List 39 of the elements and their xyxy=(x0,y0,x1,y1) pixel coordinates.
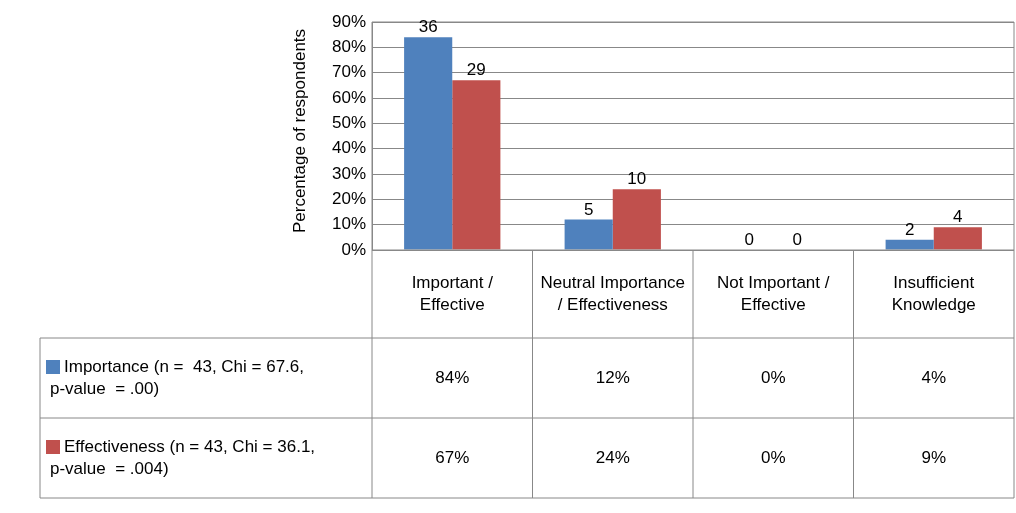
annotation: 29 xyxy=(466,60,486,80)
legend-label: Effectiveness (n = 43, Chi = 36.1, p-value = .004) xyxy=(50,436,316,478)
bar xyxy=(452,80,501,250)
y-tick-label: 70% xyxy=(331,62,366,82)
y-tick-label: 60% xyxy=(331,87,366,107)
y-tick-label: 90% xyxy=(331,11,366,31)
y-tick-label: 40% xyxy=(331,138,366,158)
x-tick-label: Not Important / Effective xyxy=(717,272,830,314)
y-tick-label: 20% xyxy=(331,189,366,209)
x-tick-label: Insufficient Knowledge xyxy=(891,272,976,314)
bar xyxy=(885,239,934,250)
y-tick-label: 10% xyxy=(331,214,366,234)
y-axis-title: Percentage of respondents xyxy=(289,28,309,234)
x-tick-label: Important / Effective xyxy=(411,272,494,314)
data-label: 4% xyxy=(921,367,947,387)
y-tick-label: 50% xyxy=(331,113,366,133)
data-label: 67% xyxy=(435,447,470,467)
annotation: 0 xyxy=(792,230,803,250)
annotation: 0 xyxy=(744,230,754,250)
y-tick-label: 80% xyxy=(331,37,366,57)
y-tick-label: 30% xyxy=(331,163,366,183)
data-label: 9% xyxy=(921,447,947,467)
bar xyxy=(933,227,982,250)
annotation: 2 xyxy=(904,220,915,240)
data-label: 0% xyxy=(760,447,786,467)
bar xyxy=(564,219,613,250)
x-tick-label: Neutral Importance / Effectiveness xyxy=(540,272,686,314)
bar xyxy=(404,37,453,250)
legend-label: Importance (n = 43, Chi = 67.6, p-value = .00) xyxy=(50,356,305,398)
annotation: 5 xyxy=(583,199,594,219)
bar xyxy=(612,189,661,250)
data-label: 12% xyxy=(595,367,630,387)
y-tick-label: 0% xyxy=(341,239,366,259)
data-label: 24% xyxy=(595,447,630,467)
annotation: 36 xyxy=(418,17,438,37)
annotation: 4 xyxy=(953,207,963,227)
data-label: 0% xyxy=(760,367,786,387)
data-label: 84% xyxy=(435,367,470,387)
annotation: 10 xyxy=(627,169,647,189)
